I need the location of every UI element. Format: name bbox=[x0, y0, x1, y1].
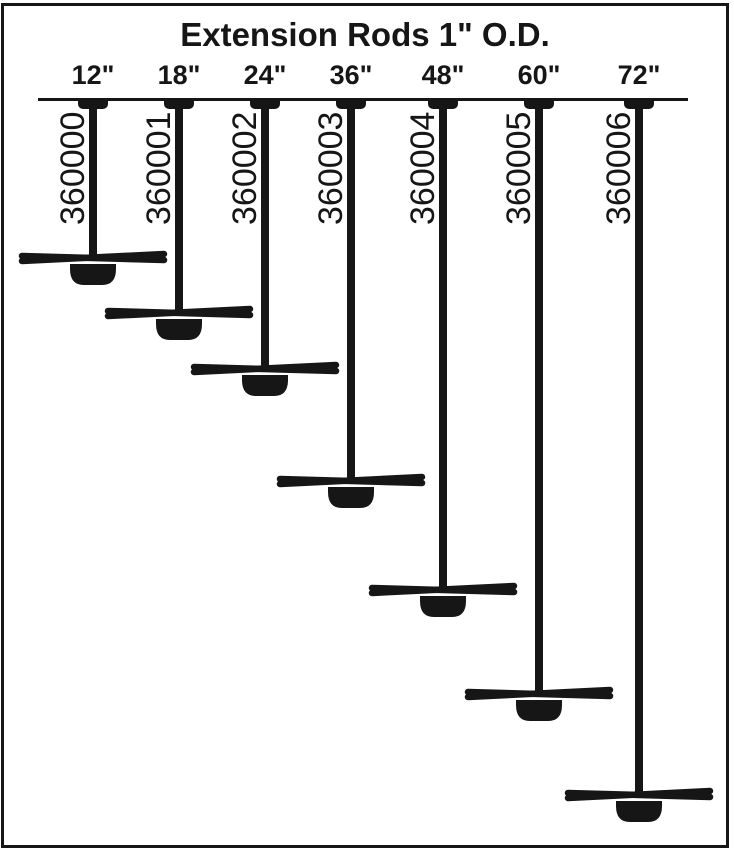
fan-blade-right-icon bbox=[190, 361, 340, 376]
extension-rod bbox=[261, 100, 269, 369]
part-number-label: 360005 bbox=[500, 111, 538, 225]
fan-motor-housing-icon bbox=[242, 375, 288, 396]
part-number-label: 360001 bbox=[140, 111, 178, 225]
rod-length-label: 60" bbox=[517, 60, 561, 90]
fan-blade-right-icon bbox=[464, 686, 614, 701]
diagram-border bbox=[1, 3, 729, 848]
ceiling-fan-icon bbox=[104, 305, 254, 340]
ceiling-fan-icon bbox=[276, 473, 426, 508]
rod-length-label: 36" bbox=[329, 60, 373, 90]
fan-motor-housing-icon bbox=[516, 700, 562, 721]
ceiling-fan-icon bbox=[190, 361, 340, 396]
fan-blade-right-icon bbox=[368, 582, 518, 597]
ceiling-fan-icon bbox=[368, 582, 518, 617]
diagram-title: Extension Rods 1" O.D. bbox=[180, 16, 550, 53]
fan-blade-right-icon bbox=[104, 305, 254, 320]
extension-rod bbox=[175, 100, 183, 313]
rod-length-label: 24" bbox=[243, 60, 287, 90]
fan-blade-right-icon bbox=[564, 787, 714, 802]
part-number-label: 360000 bbox=[54, 111, 92, 225]
rod-length-label: 72" bbox=[617, 60, 661, 90]
part-number-label: 360003 bbox=[312, 111, 350, 225]
ceiling-fan-icon bbox=[18, 250, 168, 285]
extension-rod bbox=[347, 100, 355, 481]
extension-rod bbox=[635, 100, 643, 795]
extension-rod bbox=[439, 100, 447, 590]
fan-motor-housing-icon bbox=[616, 801, 662, 822]
part-number-label: 360002 bbox=[226, 111, 264, 225]
extension-rod bbox=[89, 100, 97, 258]
extension-rod bbox=[535, 100, 543, 694]
part-number-label: 360006 bbox=[600, 111, 638, 225]
rod-length-label: 12" bbox=[71, 60, 115, 90]
fan-blade-right-icon bbox=[276, 473, 426, 488]
fan-motor-housing-icon bbox=[70, 264, 116, 285]
fan-motor-housing-icon bbox=[328, 487, 374, 508]
ceiling-fan-icon bbox=[564, 787, 714, 822]
fan-motor-housing-icon bbox=[420, 596, 466, 617]
fan-blade-right-icon bbox=[18, 250, 168, 265]
rod-length-label: 18" bbox=[157, 60, 201, 90]
fan-motor-housing-icon bbox=[156, 319, 202, 340]
part-number-label: 360004 bbox=[404, 111, 442, 225]
ceiling-fan-icon bbox=[464, 686, 614, 721]
rod-length-label: 48" bbox=[421, 60, 465, 90]
